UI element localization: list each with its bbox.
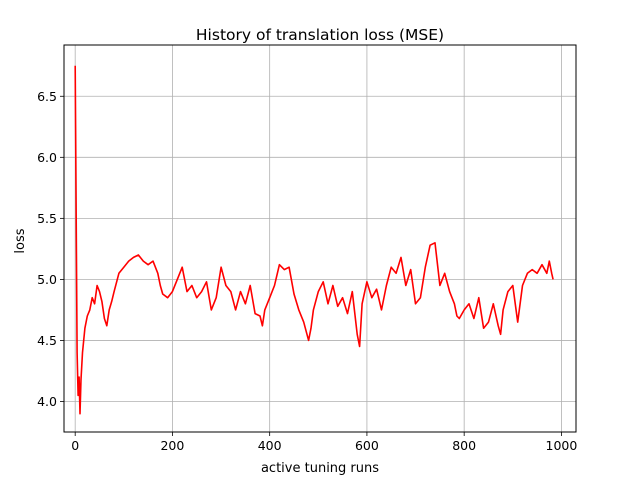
chart-title: History of translation loss (MSE) <box>196 26 444 44</box>
y-tick-label: 6.0 <box>37 150 57 165</box>
y-tick-label: 6.5 <box>37 89 57 104</box>
plot-frame <box>63 44 577 433</box>
x-tick-label: 800 <box>452 438 476 453</box>
x-tick-label: 400 <box>258 438 282 453</box>
y-tick-label: 4.0 <box>37 394 57 409</box>
y-tick-label: 5.0 <box>37 272 57 287</box>
x-tick-label: 600 <box>355 438 379 453</box>
x-tick-label: 0 <box>71 438 79 453</box>
x-axis-label: active tuning runs <box>261 461 379 476</box>
grid <box>64 45 576 432</box>
y-tick-label: 5.5 <box>37 211 57 226</box>
x-tick-label: 1000 <box>546 438 578 453</box>
loss-series-line <box>74 65 554 415</box>
x-tick-label: 200 <box>160 438 184 453</box>
y-axis-label: loss <box>13 228 28 253</box>
ticks: 0 200 400 600 800 1000 4.0 4.5 5.0 5.5 6.0 6.5 <box>37 89 577 453</box>
y-tick-label: 4.5 <box>37 333 57 348</box>
series-layer <box>74 65 554 415</box>
